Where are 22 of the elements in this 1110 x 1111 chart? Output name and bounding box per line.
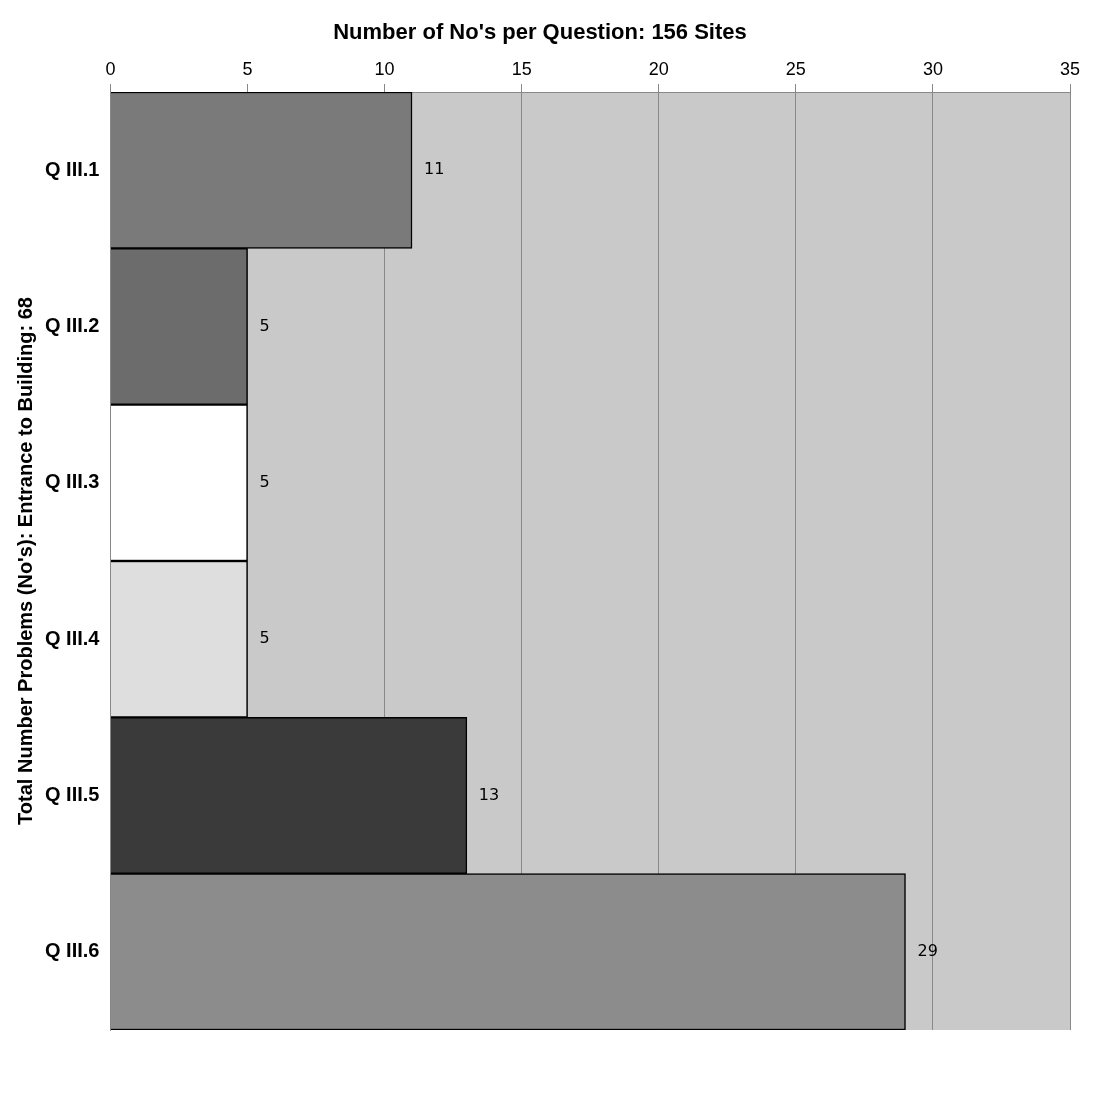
y-tick-label: Q III.4 [44, 626, 101, 649]
data-label: 5 [259, 471, 270, 491]
y-tick-label: Q III.2 [44, 314, 100, 337]
x-tick-label: 0 [105, 59, 116, 80]
y-tick-label: Q III.5 [44, 783, 100, 806]
x-tick-label: 35 [1059, 59, 1081, 80]
x-tick-label: 20 [648, 59, 669, 80]
y-tick-label: Q III.3 [44, 470, 100, 493]
chart-title: Number of No's per Question: 156 Sites [333, 19, 747, 45]
y-axis-title: Total Number Problems (No's): Entrance to Building: 68 [13, 297, 36, 825]
data-label: 5 [259, 315, 270, 335]
y-tick-label: Q III.6 [44, 939, 100, 962]
data-label: 11 [424, 159, 445, 179]
y-tick-label: Q III.1 [44, 157, 100, 180]
x-tick-label: 30 [922, 59, 943, 80]
x-tick-label: 25 [785, 59, 806, 80]
x-tick-label: 15 [511, 59, 532, 80]
x-tick-label: 10 [374, 59, 395, 80]
data-label: 5 [259, 628, 270, 648]
data-label: 29 [917, 940, 938, 960]
data-label: 13 [478, 784, 500, 804]
x-tick-label: 5 [242, 59, 253, 80]
